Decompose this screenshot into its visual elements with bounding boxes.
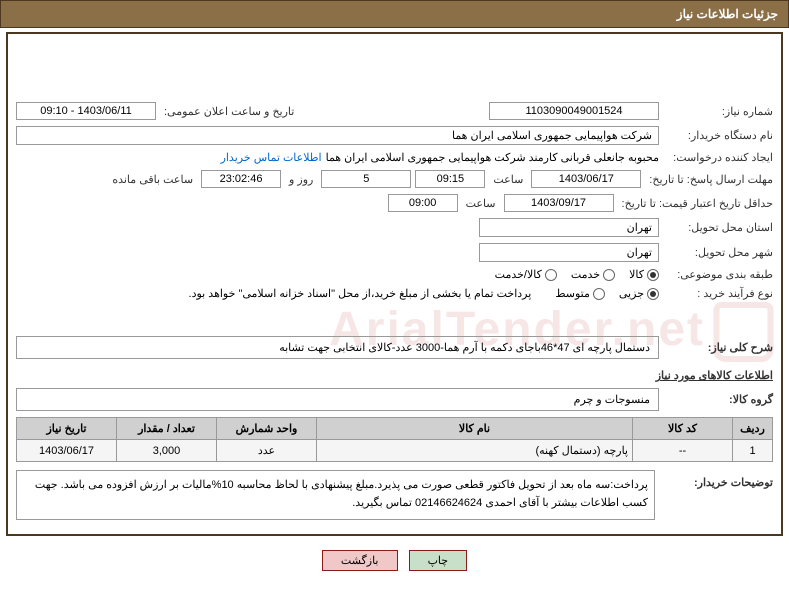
th-row: ردیف bbox=[733, 418, 773, 440]
days-remaining: 5 bbox=[321, 170, 411, 188]
radio-service-label: خدمت bbox=[571, 268, 600, 281]
deadline-time: 09:15 bbox=[415, 170, 485, 188]
back-button[interactable]: بازگشت bbox=[322, 550, 398, 571]
validity-label: حداقل تاریخ اعتبار قیمت: تا تاریخ: bbox=[618, 197, 773, 210]
group-label: گروه کالا: bbox=[663, 393, 773, 406]
main-frame: ArialTender.net شماره نیاز: 110309004900… bbox=[6, 32, 783, 536]
group-value: منسوجات و چرم bbox=[16, 388, 659, 411]
category-radio-group: کالا خدمت کالا/خدمت bbox=[495, 268, 659, 281]
days-and-label: روز و bbox=[285, 173, 317, 186]
td-name: پارچه (دستمال کهنه) bbox=[317, 440, 633, 462]
purchase-type-label: نوع فرآیند خرید : bbox=[663, 287, 773, 300]
category-label: طبقه بندی موضوعی: bbox=[663, 268, 773, 281]
radio-small-label: جزیی bbox=[619, 287, 644, 300]
payment-note: پرداخت تمام یا بخشی از مبلغ خرید،از محل … bbox=[189, 287, 532, 300]
td-qty: 3,000 bbox=[117, 440, 217, 462]
goods-section-title: اطلاعات کالاهای مورد نیاز bbox=[16, 369, 773, 382]
th-date: تاریخ نیاز bbox=[17, 418, 117, 440]
countdown: 23:02:46 bbox=[201, 170, 281, 188]
radio-both[interactable] bbox=[545, 269, 557, 281]
time-label-1: ساعت bbox=[489, 173, 527, 186]
desc-value: دستمال پارچه ای 47*46باجای دکمه با آرم ه… bbox=[16, 336, 659, 359]
buyer-notes-value: پرداخت:سه ماه بعد از تحویل فاکتور قطعی ص… bbox=[16, 470, 655, 519]
table-row: 1 -- پارچه (دستمال کهنه) عدد 3,000 1403/… bbox=[17, 440, 773, 462]
radio-goods[interactable] bbox=[647, 269, 659, 281]
announce-value: 1403/06/11 - 09:10 bbox=[16, 102, 156, 120]
td-code: -- bbox=[633, 440, 733, 462]
province-label: استان محل تحویل: bbox=[663, 221, 773, 234]
deadline-date: 1403/06/17 bbox=[531, 170, 641, 188]
radio-service[interactable] bbox=[603, 269, 615, 281]
desc-label: شرح کلی نیاز: bbox=[663, 341, 773, 354]
need-number-value: 1103090049001524 bbox=[489, 102, 659, 120]
time-label-2: ساعت bbox=[462, 197, 500, 210]
buyer-org-label: نام دستگاه خریدار: bbox=[663, 129, 773, 142]
need-number-label: شماره نیاز: bbox=[663, 105, 773, 118]
requester-label: ایجاد کننده درخواست: bbox=[663, 151, 773, 164]
city-label: شهر محل تحویل: bbox=[663, 246, 773, 259]
print-button[interactable]: چاپ bbox=[409, 550, 468, 571]
th-name: نام کالا bbox=[317, 418, 633, 440]
radio-medium-label: متوسط bbox=[555, 287, 590, 300]
requester-value: محبوبه جانعلی قربانی کارمند شرکت هواپیما… bbox=[326, 151, 659, 164]
buyer-org-value: شرکت هواپیمایی جمهوری اسلامی ایران هما bbox=[16, 126, 659, 145]
deadline-label: مهلت ارسال پاسخ: تا تاریخ: bbox=[645, 173, 773, 186]
th-unit: واحد شمارش bbox=[217, 418, 317, 440]
td-date: 1403/06/17 bbox=[17, 440, 117, 462]
announce-label: تاریخ و ساعت اعلان عمومی: bbox=[160, 105, 298, 118]
td-row: 1 bbox=[733, 440, 773, 462]
city-value: تهران bbox=[479, 243, 659, 262]
header-title: جزئیات اطلاعات نیاز bbox=[0, 0, 789, 28]
province-value: تهران bbox=[479, 218, 659, 237]
purchase-type-group: جزیی متوسط bbox=[555, 287, 659, 300]
td-unit: عدد bbox=[217, 440, 317, 462]
radio-both-label: کالا/خدمت bbox=[495, 268, 542, 281]
remaining-label: ساعت باقی مانده bbox=[108, 173, 197, 186]
radio-medium[interactable] bbox=[593, 288, 605, 300]
th-code: کد کالا bbox=[633, 418, 733, 440]
radio-goods-label: کالا bbox=[629, 268, 644, 281]
button-row: چاپ بازگشت bbox=[0, 540, 789, 581]
contact-link[interactable]: اطلاعات تماس خریدار bbox=[221, 151, 322, 164]
validity-date: 1403/09/17 bbox=[504, 194, 614, 212]
radio-small[interactable] bbox=[647, 288, 659, 300]
goods-table: ردیف کد کالا نام کالا واحد شمارش تعداد /… bbox=[16, 417, 773, 462]
th-qty: تعداد / مقدار bbox=[117, 418, 217, 440]
buyer-notes-label: توضیحات خریدار: bbox=[663, 470, 773, 489]
validity-time: 09:00 bbox=[388, 194, 458, 212]
